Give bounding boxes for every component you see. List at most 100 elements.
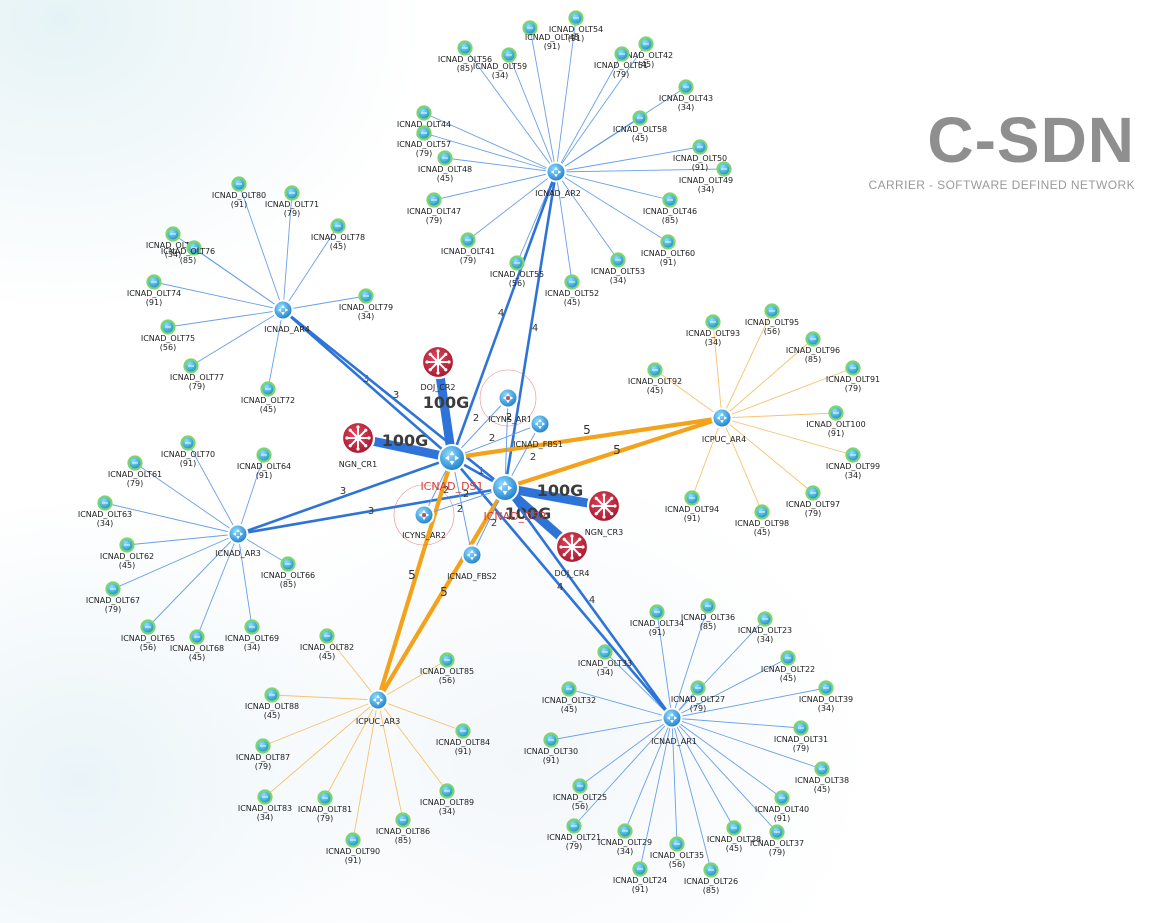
olt-node-icnad-olt85[interactable]: ICNAD_OLT85(56) (420, 652, 474, 686)
olt-node-icnad-olt49[interactable]: ICNAD_OLT49(34) (679, 161, 733, 195)
olt-node-icnad-olt89[interactable]: ICNAD_OLT89(34) (420, 783, 474, 817)
olt-node-icnad-olt76[interactable]: ICNAD_OLT76(85) (161, 240, 215, 266)
olt-node-icnad-olt78[interactable]: ICNAD_OLT78(45) (311, 218, 365, 252)
olt-node-icnad-olt25[interactable]: ICNAD_OLT25(56) (553, 778, 607, 812)
olt-node-icnad-olt29[interactable]: ICNAD_OLT29(34) (598, 823, 652, 857)
link-icnad-ds2-to-icyns-ar2[interactable] (423, 487, 506, 516)
link-icnad-ds2-to-icyns-ar1[interactable] (504, 397, 509, 489)
olt-node-icnad-olt100[interactable]: ICNAD_OLT100(91) (806, 405, 866, 439)
olt-node-icnad-olt84[interactable]: ICNAD_OLT84(91) (436, 723, 490, 757)
olt-node-icnad-olt60[interactable]: ICNAD_OLT60(91) (641, 234, 695, 268)
switch-node-icnad-fbs2[interactable]: ICNAD_FBS2 (447, 544, 497, 582)
olt-node-icnad-olt50[interactable]: ICNAD_OLT50(91) (673, 139, 727, 173)
link-icnad-ds2-to-icnad-ar1[interactable] (503, 486, 674, 720)
link-icnad-ds1-to-icnad-fbs2[interactable] (451, 457, 473, 556)
switch-node-icnad-ar4[interactable]: ICNAD_AR4 (264, 299, 310, 335)
olt-node-icnad-olt71[interactable]: ICNAD_OLT71(79) (265, 185, 319, 219)
olt-node-icnad-olt91[interactable]: ICNAD_OLT91(79) (826, 360, 880, 394)
olt-node-icnad-olt33[interactable]: ICNAD_OLT33(34) (578, 644, 632, 678)
olt-node-icnad-olt75[interactable]: ICNAD_OLT75(56) (141, 319, 195, 353)
olt-node-icnad-olt98[interactable]: ICNAD_OLT98(45) (735, 504, 789, 538)
olt-node-icnad-olt36[interactable]: ICNAD_OLT36(85) (681, 598, 735, 632)
link-icnad-ds1-to-icpuc-ar3[interactable] (375, 455, 455, 703)
link-icnad-ds1-to-icnad-ar1[interactable] (450, 456, 674, 720)
olt-node-icnad-olt83[interactable]: ICNAD_OLT83(34) (238, 789, 292, 823)
olt-node-icnad-olt56[interactable]: ICNAD_OLT56(85) (438, 40, 492, 74)
olt-node-icnad-olt87[interactable]: ICNAD_OLT87(79) (236, 738, 290, 772)
switch-node-icnad-ar1[interactable]: ICNAD_AR1 (651, 707, 697, 747)
olt-node-icnad-olt24[interactable]: ICNAD_OLT24(91) (613, 861, 667, 895)
olt-node-icnad-olt97[interactable]: ICNAD_OLT97(79) (786, 485, 840, 519)
switch-node-icnad-ar2[interactable]: ICNAD_AR2 (535, 161, 581, 199)
olt-node-icnad-olt77[interactable]: ICNAD_OLT77(79) (170, 358, 224, 392)
olt-node-icnad-olt69[interactable]: ICNAD_OLT69(34) (225, 619, 279, 653)
olt-node-icnad-olt62[interactable]: ICNAD_OLT62(45) (100, 537, 154, 571)
switch-node-icpuc-ar3[interactable]: ICPUC_AR3 (356, 689, 400, 727)
olt-node-icnad-olt79[interactable]: ICNAD_OLT79(34) (339, 288, 393, 322)
olt-node-icnad-olt37[interactable]: ICNAD_OLT37(79) (750, 824, 804, 858)
olt-node-icnad-olt51[interactable]: ICNAD_OLT51(79) (594, 46, 648, 80)
olt-node-icnad-olt22[interactable]: ICNAD_OLT22(45) (761, 650, 815, 684)
olt-node-icnad-olt86[interactable]: ICNAD_OLT86(85) (376, 812, 430, 846)
switch-node-icyns-ar2[interactable]: ICYNS_AR2 (402, 504, 446, 541)
link-icnad-ds1-to-icnad-ar3[interactable] (236, 456, 454, 536)
olt-node-icnad-olt93[interactable]: ICNAD_OLT93(34) (686, 314, 740, 348)
olt-node-icnad-olt68[interactable]: ICNAD_OLT68(45) (170, 629, 224, 663)
link-icnad-ds2-to-icnad-ar3[interactable] (236, 486, 507, 536)
olt-node-icnad-olt80[interactable]: ICNAD_OLT80(91) (212, 176, 266, 210)
link-icnad-ds1-to-icnad-fbs1[interactable] (451, 423, 541, 459)
olt-node-icnad-olt31[interactable]: ICNAD_OLT31(79) (774, 720, 828, 754)
olt-node-icnad-olt53[interactable]: ICNAD_OLT53(34) (591, 252, 645, 286)
router-node-ngn-cr3[interactable]: NGN_CR3 (585, 488, 623, 537)
link-icnad-ds1-to-icnad-ar2[interactable] (450, 170, 558, 460)
olt-node-icnad-olt23[interactable]: ICNAD_OLT23(34) (738, 611, 792, 645)
router-node-doj-cr4[interactable]: DOJ_CR4 (554, 529, 590, 578)
olt-node-icnad-olt70[interactable]: ICNAD_OLT70(91) (161, 435, 215, 469)
olt-node-icnad-olt27[interactable]: ICNAD_OLT27(79) (671, 680, 725, 714)
olt-node-icnad-olt88[interactable]: ICNAD_OLT88(45) (245, 687, 299, 721)
olt-node-icnad-olt66[interactable]: ICNAD_OLT66(85) (261, 556, 315, 590)
link-icnad-ds2-to-icnad-ar2[interactable] (503, 170, 558, 490)
link-icnad-ds1-to-icpuc-ar4[interactable] (449, 415, 725, 461)
olt-node-icnad-olt26[interactable]: ICNAD_OLT26(85) (684, 862, 738, 896)
olt-node-icnad-olt96[interactable]: ICNAD_OLT96(85) (786, 331, 840, 365)
olt-node-icnad-olt58[interactable]: ICNAD_OLT58(45) (613, 110, 667, 144)
olt-node-icnad-olt65[interactable]: ICNAD_OLT65(56) (121, 619, 175, 653)
olt-node-icnad-olt95[interactable]: ICNAD_OLT95(56) (745, 303, 799, 337)
olt-node-icnad-olt67[interactable]: ICNAD_OLT67(79) (86, 581, 140, 615)
olt-node-icnad-olt35[interactable]: ICNAD_OLT35(56) (650, 836, 704, 870)
olt-node-icnad-olt99[interactable]: ICNAD_OLT99(34) (826, 447, 880, 481)
olt-node-icnad-olt73[interactable]: ICNAD_OLT73(34) (146, 226, 200, 260)
olt-node-icnad-olt54[interactable]: ICNAD_OLT54(91) (549, 10, 603, 44)
olt-node-icnad-olt34[interactable]: ICNAD_OLT34(91) (630, 604, 684, 638)
olt-node-icnad-olt38[interactable]: ICNAD_OLT38(45) (795, 761, 849, 795)
olt-node-icnad-olt47[interactable]: ICNAD_OLT47(79) (407, 192, 461, 226)
olt-node-icnad-olt81[interactable]: ICNAD_OLT81(79) (298, 790, 352, 824)
olt-node-icnad-olt43[interactable]: ICNAD_OLT43(34) (659, 79, 713, 113)
switch-node-icpuc-ar4[interactable]: ICPUC_AR4 (702, 407, 746, 445)
link-icnad-ds2-to-icpuc-ar4[interactable] (502, 415, 725, 491)
olt-node-icnad-olt28[interactable]: ICNAD_OLT28(45) (707, 820, 761, 854)
olt-node-icnad-olt41[interactable]: ICNAD_OLT41(79) (441, 232, 495, 266)
olt-node-icnad-olt82[interactable]: ICNAD_OLT82(45) (300, 628, 354, 662)
link-icnad-ds2-to-icnad-ar4[interactable] (281, 308, 507, 490)
switch-node-icnad-ds1[interactable]: ICNAD_DS1 (420, 444, 484, 493)
olt-node-icnad-olt72[interactable]: ICNAD_OLT72(45) (241, 381, 295, 415)
olt-node-icnad-olt32[interactable]: ICNAD_OLT32(45) (542, 681, 596, 715)
switch-node-icyns-ar1[interactable]: ICYNS_AR1 (488, 387, 532, 425)
olt-node-icnad-olt61[interactable]: ICNAD_OLT61(79) (108, 455, 162, 489)
olt-node-icnad-olt42[interactable]: ICNAD_OLT42(45) (619, 36, 673, 70)
switch-node-icnad-fbs1[interactable]: ICNAD_FBS1 (513, 413, 563, 450)
link-icnad-ds1-to-icnad-ar4[interactable] (281, 308, 454, 460)
olt-node-icnad-olt52[interactable]: ICNAD_OLT52(45) (545, 274, 599, 308)
olt-node-icnad-olt74[interactable]: ICNAD_OLT74(91) (127, 274, 181, 308)
olt-node-icnad-olt30[interactable]: ICNAD_OLT30(91) (524, 732, 578, 766)
olt-node-icnad-olt64[interactable]: ICNAD_OLT64(91) (237, 447, 291, 481)
olt-node-icnad-olt39[interactable]: ICNAD_OLT39(34) (799, 680, 853, 714)
olt-node-icnad-olt55[interactable]: ICNAD_OLT55(56) (490, 255, 544, 289)
router-node-doj-cr2[interactable]: DOJ_CR2 (420, 344, 456, 392)
router-node-ngn-cr1[interactable]: NGN_CR1 (339, 420, 377, 469)
link-icnad-ds2-to-icpuc-ar3[interactable] (375, 485, 508, 703)
olt-node-icnad-olt90[interactable]: ICNAD_OLT90(91) (326, 832, 380, 866)
